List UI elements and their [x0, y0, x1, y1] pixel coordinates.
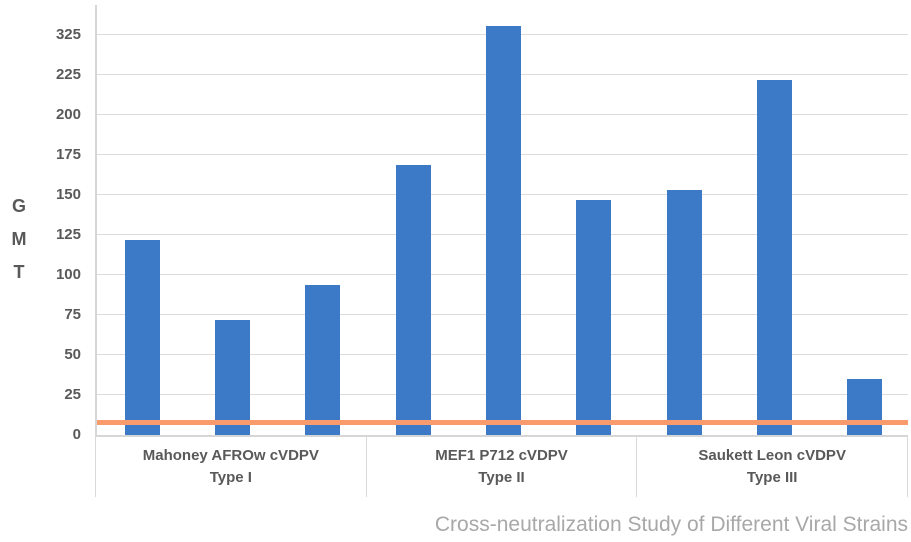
- category-label-type: Type II: [478, 469, 525, 486]
- category-label-strain: Saukett Leon cVDPV: [698, 447, 846, 464]
- bar: [486, 25, 521, 435]
- bar: [215, 319, 250, 435]
- y-tick-label: 325: [55, 26, 81, 43]
- bar: [305, 284, 341, 435]
- y-axis-tick-labels: 0 25 50 75 100 125 150 175 200 225 325: [0, 0, 88, 443]
- category-label-type: Type III: [746, 469, 798, 486]
- category-label: MEF1 P712 cVDPV Type II: [367, 437, 638, 497]
- y-tick-label: 225: [55, 66, 81, 83]
- plot-area: [95, 5, 908, 437]
- bar: [576, 199, 612, 435]
- chart-title: Cross-neutralization Study of Different …: [434, 513, 908, 536]
- y-axis-title-gmt: G M T: [11, 196, 27, 282]
- y-tick-label: 200: [55, 106, 81, 123]
- y-tick-label: 150: [55, 186, 81, 203]
- category-label-strain: Mahoney AFROw cVDPV: [142, 447, 319, 464]
- bar: [395, 164, 431, 435]
- bar: [757, 79, 792, 435]
- category-label-type: Type I: [209, 469, 252, 486]
- y-tick-label: 0: [72, 426, 81, 443]
- y-tick-label: 100: [55, 266, 81, 283]
- bar: [847, 379, 883, 435]
- category-label-strain: MEF1 P712 cVDPV: [435, 447, 568, 464]
- threshold-line: [97, 419, 908, 425]
- y-tick-label: 50: [64, 346, 81, 363]
- bar: [124, 239, 160, 435]
- x-axis-category-labels: Mahoney AFROw cVDPV Type I MEF1 P712 cVDPV…: [95, 437, 909, 497]
- category-label: Mahoney AFROw cVDPV Type I: [95, 437, 367, 497]
- y-tick-label: 75: [64, 306, 81, 323]
- bar: [666, 190, 702, 435]
- y-tick-label: 25: [64, 386, 81, 403]
- y-tick-label: 175: [55, 146, 81, 163]
- y-tick-label: 125: [55, 226, 81, 243]
- category-label: Saukett Leon cVDPV Type III: [637, 437, 909, 497]
